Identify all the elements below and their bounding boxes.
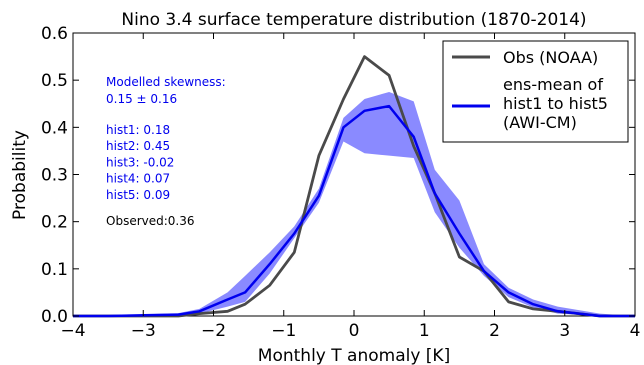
y-tick-label: 0.6 xyxy=(41,24,68,44)
hist-skewness-line: hist2: 0.45 xyxy=(106,139,170,153)
x-tick-label: 0 xyxy=(349,321,360,341)
y-tick-label: 0.1 xyxy=(41,260,68,280)
legend-ensemble-label: hist1 to hist5 xyxy=(503,94,608,113)
hist-skewness-line: hist3: -0.02 xyxy=(106,155,174,169)
legend-ensemble-label: ens-mean of xyxy=(503,75,603,94)
y-tick-label: 0.4 xyxy=(41,118,68,138)
x-axis-label: Monthly T anomaly [K] xyxy=(258,346,450,365)
x-tick-label: 3 xyxy=(559,321,570,341)
y-tick-label: 0.5 xyxy=(41,71,68,91)
y-tick-label: 0.2 xyxy=(41,213,68,233)
uncertainty-band-layer xyxy=(73,91,635,316)
legend-ensemble-label: (AWI-CM) xyxy=(503,113,577,132)
hist-skewness-line: hist1: 0.18 xyxy=(106,123,170,137)
y-tick-label: 0.3 xyxy=(41,166,68,186)
x-tick-label: 2 xyxy=(489,321,500,341)
tick-layer: −4 −3 −2 −1 0 1 2 3 4 0.0 0.1 0.2 0.3 0.4 0.5 0.6 xyxy=(41,24,640,341)
x-tick-label: −4 xyxy=(60,321,85,341)
hist-skewness-line: hist4: 0.07 xyxy=(106,172,170,186)
skewness-value: 0.15 ± 0.16 xyxy=(106,92,177,106)
legend-obs-label: Obs (NOAA) xyxy=(503,48,598,67)
ensemble-spread-band xyxy=(73,91,635,316)
x-tick-label: −1 xyxy=(271,321,296,341)
annotation-block: Modelled skewness: 0.15 ± 0.16 hist1: 0.18… xyxy=(106,75,226,228)
obs-series-line xyxy=(73,55,635,318)
x-tick-label: −3 xyxy=(131,321,156,341)
chart-title: Nino 3.4 surface temperature distributio… xyxy=(121,10,586,30)
x-tick-label: 1 xyxy=(419,321,430,341)
y-tick-label: 0.0 xyxy=(41,307,68,327)
plot-area: −4 −3 −2 −1 0 1 2 3 4 0.0 0.1 0.2 0.3 0.4 0.5 0.6 xyxy=(41,24,640,341)
x-tick-label: −2 xyxy=(201,321,226,341)
x-tick-label: 4 xyxy=(630,321,641,341)
hist-skewness-line: hist5: 0.09 xyxy=(106,188,170,202)
series-line-layer xyxy=(73,55,635,318)
y-axis-label: Probability xyxy=(10,130,30,220)
observed-skewness: Observed:0.36 xyxy=(106,214,195,228)
skewness-title: Modelled skewness: xyxy=(106,75,226,89)
ensemble-mean-series-line xyxy=(73,104,635,318)
